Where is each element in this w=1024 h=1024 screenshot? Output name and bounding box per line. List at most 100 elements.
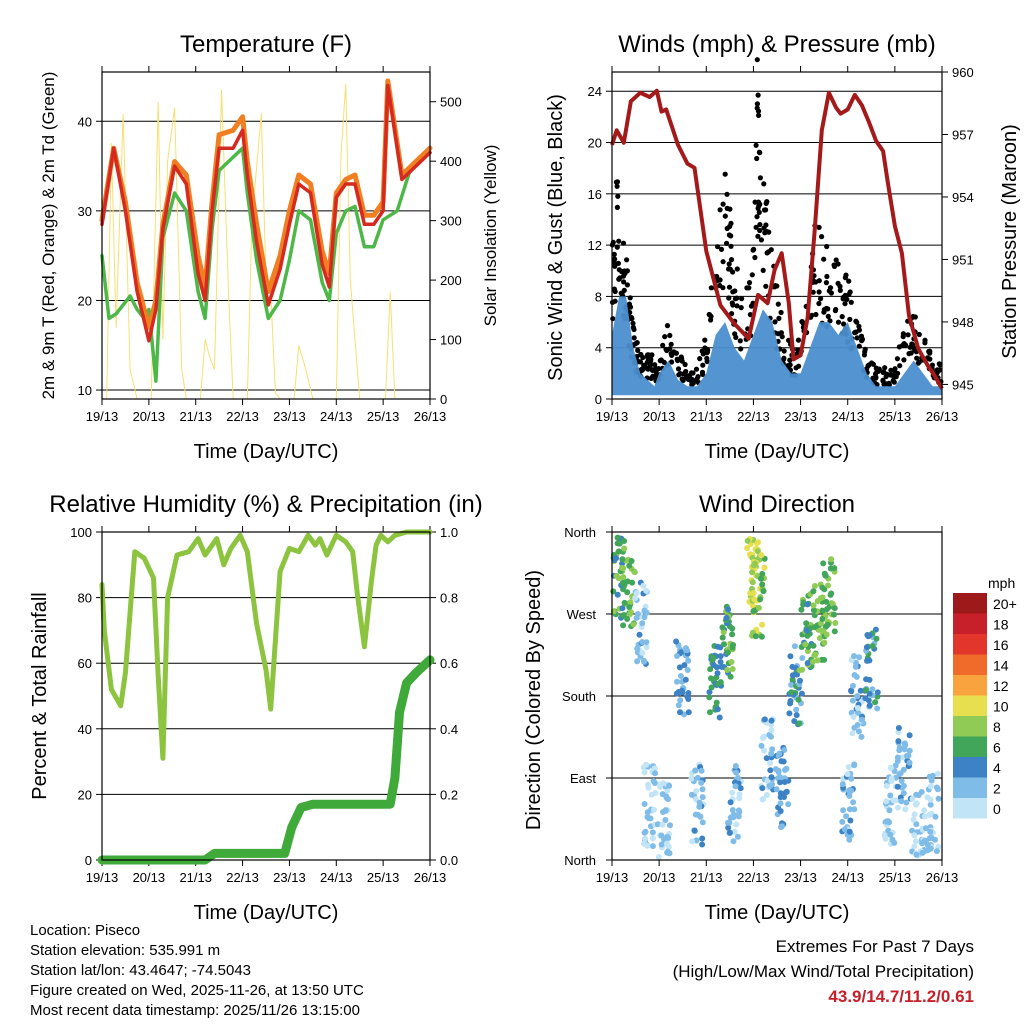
direction-point [791, 643, 798, 650]
direction-point [927, 828, 934, 835]
gust-point [874, 369, 880, 375]
direction-point [760, 588, 767, 595]
gust-point [824, 273, 830, 280]
gust-point [897, 363, 903, 369]
recent-data-timestamp: Most recent data timestamp: 2025/11/26 1… [30, 1002, 360, 1019]
gust-point [732, 296, 739, 302]
gust-point [695, 374, 701, 380]
direction-point [841, 826, 848, 833]
y2-tick-label: 500 [440, 95, 462, 110]
y2-tick-label: 100 [440, 333, 462, 348]
direction-point [662, 817, 669, 823]
y2-tick-label: 957 [952, 127, 974, 142]
direction-point [750, 590, 757, 597]
direction-point [828, 556, 835, 563]
direction-point [887, 764, 894, 771]
direction-point [758, 633, 765, 640]
direction-point [624, 616, 631, 622]
gust-point [896, 344, 903, 350]
direction-point [724, 649, 731, 656]
x-tick-label: 24/13 [831, 409, 864, 424]
y-tick-label: 80 [78, 591, 92, 606]
direction-point [894, 758, 901, 765]
direction-point [823, 631, 830, 638]
colorbar-level-label: 8 [993, 719, 1001, 735]
x-tick-label: 26/13 [414, 409, 447, 424]
x-tick-label: 21/13 [690, 409, 723, 424]
gust-point [746, 280, 753, 286]
direction-point [649, 843, 656, 850]
direction-point [684, 667, 691, 673]
direction-point [901, 746, 908, 753]
direction-point [718, 663, 725, 670]
gust-point [772, 283, 778, 289]
direction-point [921, 813, 928, 820]
x-axis-label: Time (Day/UTC) [705, 902, 850, 924]
gust-point [755, 108, 762, 114]
y-tick-label: 16 [588, 187, 602, 202]
gust-point [906, 351, 912, 357]
direction-point [727, 673, 734, 680]
direction-point [723, 614, 730, 621]
gust-point [843, 272, 849, 278]
direction-point [935, 795, 942, 802]
gust-point [761, 181, 767, 187]
direction-point [776, 750, 783, 757]
direction-point [692, 767, 699, 774]
direction-point [892, 762, 899, 769]
x-tick-label: 25/13 [879, 409, 912, 424]
colorbar-swatch [953, 777, 987, 798]
y2-tick-label: 0.0 [440, 853, 458, 868]
direction-point [779, 823, 785, 830]
colorbar-level-label: 4 [993, 760, 1001, 776]
direction-point [737, 785, 744, 792]
direction-point [802, 641, 809, 648]
extremes-box: Extremes For Past 7 Days (High/Low/Max W… [673, 934, 974, 1009]
y-tick-label: 100 [70, 525, 92, 540]
direction-point [909, 827, 916, 834]
x-tick-label: 22/13 [226, 409, 259, 424]
gust-point [813, 279, 819, 285]
y-tick-label: 8 [595, 289, 602, 304]
station-latlon: Station lat/lon: 43.4647; -74.5043 [30, 962, 252, 979]
gust-point [730, 302, 736, 308]
gust-point [614, 183, 620, 189]
y-tick-label: 0 [595, 392, 602, 407]
direction-point [854, 705, 861, 711]
direction-point [735, 775, 741, 781]
gust-point [892, 366, 898, 372]
direction-point [639, 620, 646, 627]
direction-point [685, 657, 692, 664]
gust-point [727, 266, 733, 272]
direction-point [760, 796, 767, 802]
direction-point [913, 851, 920, 858]
direction-point [613, 555, 620, 562]
gust-point [763, 207, 769, 213]
direction-point [754, 548, 761, 555]
direction-point [641, 769, 648, 776]
direction-point [664, 833, 671, 840]
gust-point [772, 319, 778, 325]
direction-point [924, 841, 931, 848]
series-relative-humidity [99, 529, 433, 761]
gust-point [756, 112, 762, 118]
gust-point [756, 209, 762, 215]
x-tick-label: 22/13 [226, 870, 259, 885]
gust-point [638, 351, 644, 358]
y2-tick-label: 960 [952, 65, 974, 80]
direction-point [763, 792, 770, 798]
gust-point [856, 327, 863, 333]
direction-point [707, 709, 713, 716]
gust-point [648, 353, 654, 359]
direction-point [796, 720, 803, 727]
direction-point [619, 605, 626, 612]
gust-point [654, 366, 660, 372]
direction-point [707, 666, 714, 673]
direction-point [865, 657, 872, 664]
gust-point [722, 213, 728, 219]
direction-point [898, 798, 905, 805]
direction-point [913, 800, 920, 807]
extremes-values: 43.9/14.7/11.2/0.61 [828, 987, 974, 1006]
x-tick-label: 20/13 [133, 409, 166, 424]
direction-point [720, 629, 727, 636]
